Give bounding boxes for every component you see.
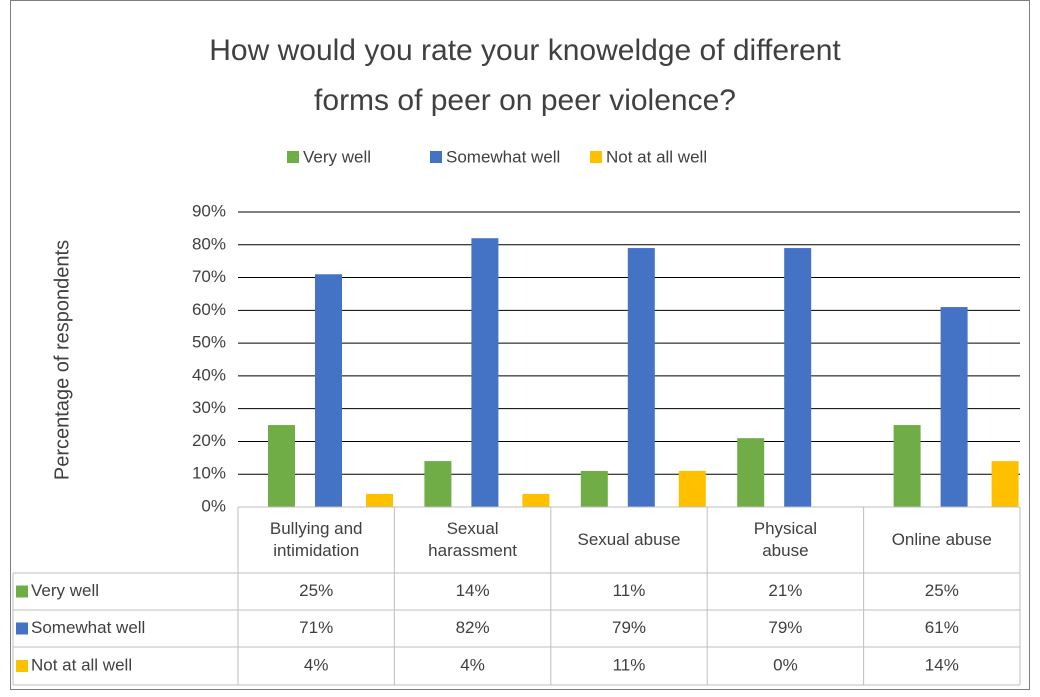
x-tick-label: Sexual harassment (428, 519, 517, 560)
y-tick-label: 50% (192, 333, 226, 352)
table-value: 61% (925, 618, 959, 637)
x-tick-label: Sexual abuse (577, 530, 681, 549)
bar (678, 470, 706, 507)
y-tick-label: 70% (192, 267, 226, 286)
category-cell: Online abuse (891, 530, 992, 549)
bar (471, 238, 499, 507)
legend-label: Somewhat well (446, 147, 560, 166)
y-tick-label: 60% (192, 300, 226, 319)
y-tick-label: 90% (192, 201, 226, 220)
legend-label: Not at all well (606, 147, 707, 166)
table-value: 25% (299, 581, 333, 600)
table-value: 25% (925, 581, 959, 600)
bar (991, 461, 1019, 507)
bar (315, 274, 342, 507)
table-legend-swatch (16, 622, 28, 635)
x-tick-label: Online abuse (891, 530, 992, 549)
table-value: 14% (456, 581, 490, 600)
table-value: 4% (460, 655, 485, 674)
legend-swatch (590, 151, 602, 163)
chart-title: How would you rate your knoweldge of dif… (209, 34, 841, 67)
category-cell: Sexual abuse (577, 530, 681, 549)
table-value: 79% (768, 618, 802, 637)
y-tick-label: 30% (192, 398, 226, 417)
y-axis-title: Percentage of respondents (51, 240, 73, 480)
chart-title: forms of peer on peer violence? (314, 84, 736, 117)
legend-swatch (430, 151, 442, 163)
x-tick-label: Physical abuse (753, 519, 818, 560)
table-row-label: Not at all well (31, 655, 132, 674)
chart-frame (10, 0, 1030, 690)
table-row-label: Somewhat well (31, 618, 145, 637)
legend-swatch (287, 151, 299, 163)
legend-label: Very well (303, 147, 371, 166)
bar (522, 493, 550, 507)
y-tick-label: 20% (192, 431, 226, 450)
table-value: 82% (456, 618, 490, 637)
table-value: 11% (613, 655, 646, 674)
y-tick-label: 80% (192, 234, 226, 253)
bar (268, 425, 295, 507)
table-value: 4% (304, 655, 329, 674)
bar (784, 248, 812, 508)
x-tick-label: Bullying and intimidation (269, 519, 363, 560)
table-value: 79% (612, 618, 646, 637)
table-value: 71% (299, 618, 333, 637)
table-legend-swatch (16, 660, 28, 672)
bar (424, 461, 452, 507)
bar (940, 307, 968, 507)
y-tick-label: 0% (201, 496, 226, 515)
bar (366, 493, 393, 507)
y-tick-label: 10% (192, 464, 226, 483)
y-tick-label: 40% (192, 365, 226, 384)
bar (627, 248, 655, 508)
category-cell: Bullying and intimidation (269, 519, 363, 560)
bar (737, 438, 765, 507)
category-cell: Physical abuse (753, 519, 818, 560)
table-value: 11% (613, 581, 646, 600)
table-value: 14% (925, 655, 959, 674)
table-row-label: Very well (31, 581, 99, 600)
table-value: 21% (768, 581, 802, 600)
bar (580, 470, 608, 507)
table-legend-swatch (16, 585, 28, 598)
table-value: 0% (773, 655, 798, 674)
bar (893, 425, 921, 507)
category-cell: Sexual harassment (428, 519, 517, 560)
